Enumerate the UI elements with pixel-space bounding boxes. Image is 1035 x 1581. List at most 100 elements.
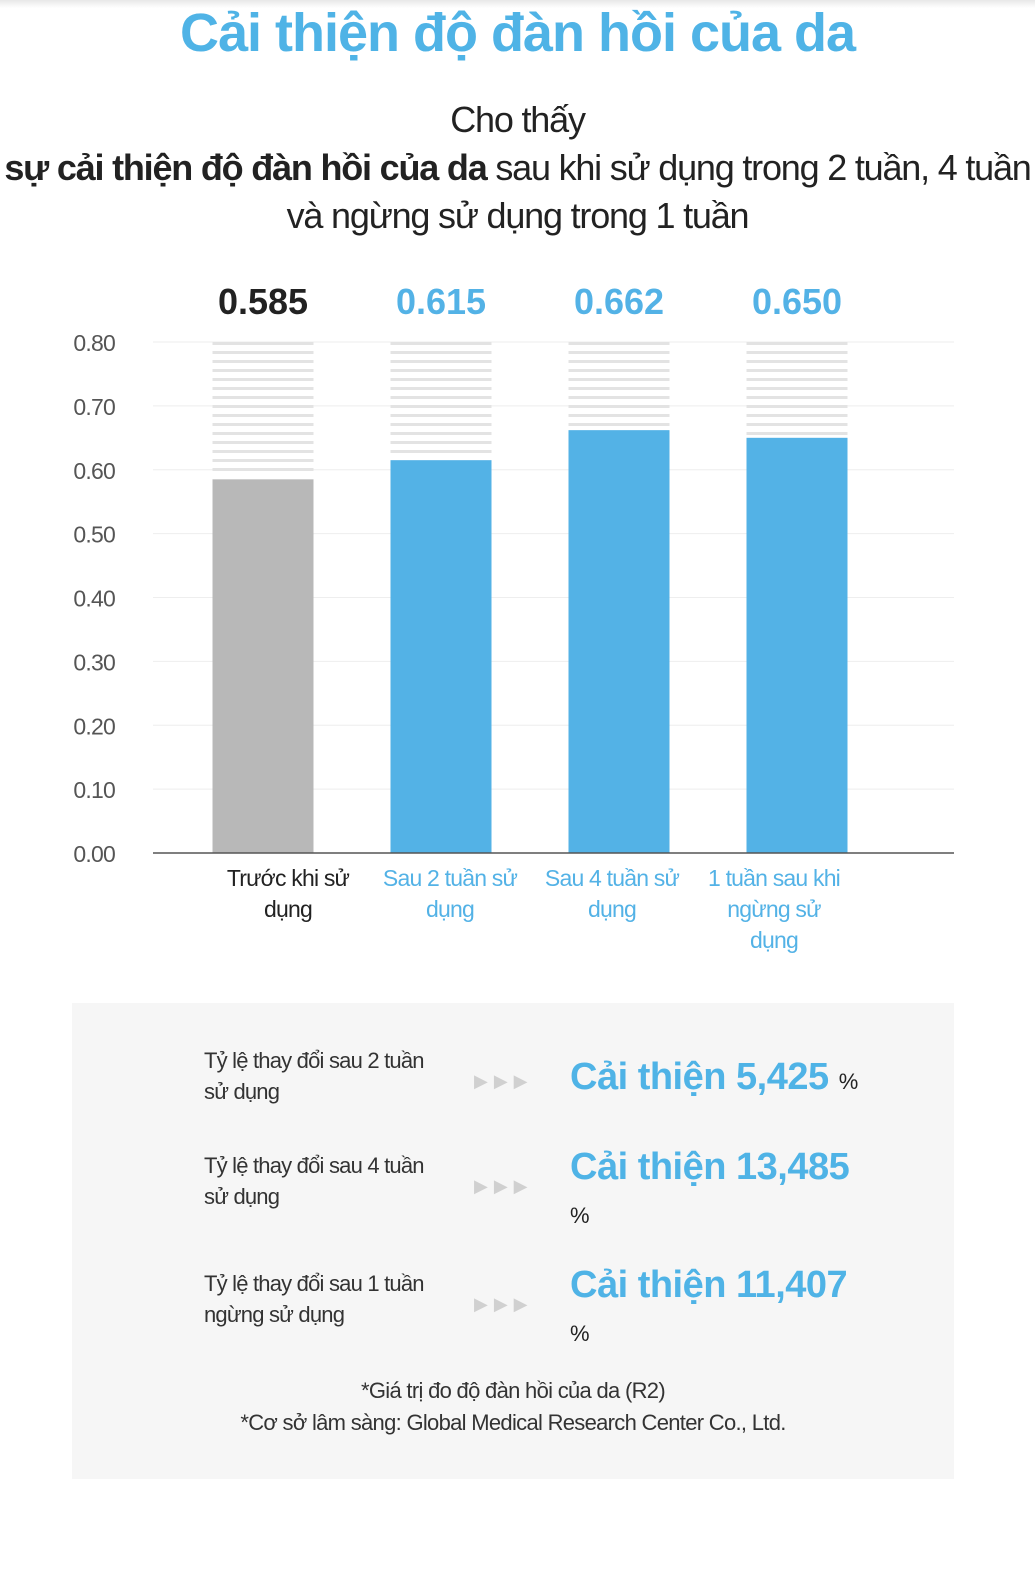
subtitle-bold: sự cải thiện độ đàn hồi của da [4,147,487,188]
bar-stripe [568,378,670,381]
bar-stripe [568,423,670,426]
bar-stripe [390,369,492,372]
bar-stripe [212,351,314,354]
x-tick-label: 1 tuần sau khi [708,865,840,891]
bar-stripe [568,405,670,408]
arrow-icon: ▶▶▶ [474,1176,534,1196]
bar-chart: 0.00 0.10 0.20 0.30 0.40 0.50 0.60 0.70 0.80 0.58… [73,281,954,953]
bar-stripe [568,342,670,345]
x-tick-label: dụng [588,896,636,922]
result-value-text: Cải thiện 13,485 [570,1146,850,1188]
bar-stripe [746,423,848,426]
page-title: Cải thiện độ đàn hồi của da [179,3,856,63]
bar-stripe [212,342,314,345]
subtitle-line1: Cho thấy [450,99,586,140]
bar-stripe [746,396,848,399]
result-row: Tỷ lệ thay đổi sau 2 tuần sử dụng ▶▶▶ Cả… [72,1045,954,1135]
bar-stripe [212,450,314,453]
x-tick-label: Sau 2 tuần sử [383,865,518,891]
subtitle-body: sự cải thiện độ đàn hồi của da sau khi s… [0,144,1035,240]
bar-stripe [390,351,492,354]
bar-stripe [390,387,492,390]
bar-stripe [390,450,492,453]
x-tick-label: ngừng sử [727,896,821,922]
subtitle-rest: sau khi sử dụng trong 2 tuần, 4 tuần và … [286,147,1032,236]
x-tick-label: Sau 4 tuần sử [545,865,680,891]
bar-stripe [212,360,314,363]
bar-stripe [212,387,314,390]
result-label: Tỷ lệ thay đổi sau 1 tuần ngừng sử dụng [204,1271,425,1327]
footnote-measure: *Giá trị đo độ đàn hồi của da (R2) [361,1378,666,1403]
bar-stripe [212,459,314,462]
data-label: 0.650 [752,281,842,322]
bar-stripe [390,423,492,426]
bar [568,430,670,853]
x-tick-label: Trước khi sử [227,865,350,891]
bar-stripe [746,351,848,354]
bar-stripe [746,369,848,372]
bar-stripe [212,468,314,471]
data-label: 0.662 [574,281,664,322]
bar-stripe [390,414,492,417]
bar-stripe [212,441,314,444]
x-tick-label: dụng [264,896,312,922]
y-tick-label: 0.60 [73,458,115,484]
bar [390,460,492,853]
bar-stripe [568,351,670,354]
x-tick-label: dụng [426,896,474,922]
bar-stripe [746,405,848,408]
footnotes: *Giá trị đo độ đàn hồi của da (R2) *Cơ s… [72,1375,954,1439]
y-tick-label: 0.80 [73,330,115,356]
result-unit: % [570,1203,590,1228]
bar-stripe [746,387,848,390]
bar-stripe [568,369,670,372]
bar-stripe [390,360,492,363]
data-label: 0.615 [396,281,486,322]
bar-stripe [212,423,314,426]
bar-stripe [212,396,314,399]
result-unit: % [570,1321,590,1346]
result-unit: % [838,1069,859,1094]
bar-stripe [568,387,670,390]
bar-stripe [568,414,670,417]
bar-stripe [390,405,492,408]
bar-stripe [568,396,670,399]
result-value-text: Cải thiện 5,425 [570,1056,829,1098]
y-tick-label: 0.30 [73,649,115,675]
top-shadow [0,0,1035,8]
bar-stripe [390,378,492,381]
data-label: 0.585 [218,281,308,322]
bar-stripe [390,396,492,399]
bar-stripe [212,378,314,381]
result-label: Tỷ lệ thay đổi sau 2 tuần sử dụng [204,1048,425,1104]
bar-stripe [212,414,314,417]
y-tick-label: 0.20 [73,713,115,739]
results-panel: Tỷ lệ thay đổi sau 2 tuần sử dụng ▶▶▶ Cả… [72,1003,954,1479]
bar-stripe [212,405,314,408]
subtitle: Cho thấy sự cải thiện độ đàn hồi của da … [0,96,1035,240]
y-tick-label: 0.50 [73,522,115,548]
bar-stripe [746,432,848,435]
bar-stripe [746,378,848,381]
bar-stripe [212,432,314,435]
bar-stripe [390,441,492,444]
x-tick-label: dụng [750,927,798,953]
bar [212,479,314,853]
y-tick-label: 0.40 [73,586,115,612]
footnote-source: *Cơ sở lâm sàng: Global Medical Research… [240,1410,786,1435]
y-tick-label: 0.10 [73,777,115,803]
bar-stripe [212,369,314,372]
arrow-icon: ▶▶▶ [474,1294,534,1314]
result-value: Cải thiện 11,407% [570,1263,870,1356]
result-value: Cải thiện 5,425 % [570,1055,890,1104]
result-row: Tỷ lệ thay đổi sau 4 tuần sử dụng ▶▶▶ Cả… [72,1146,954,1240]
bar-stripe [746,414,848,417]
bar [746,437,848,853]
bar-stripe [390,432,492,435]
result-value-text: Cải thiện 11,407 [570,1264,848,1306]
y-tick-label: 0.00 [73,841,115,867]
bar-stripe [390,342,492,345]
bar-stripe [746,360,848,363]
arrow-icon: ▶▶▶ [474,1071,534,1091]
bar-stripe [746,342,848,345]
